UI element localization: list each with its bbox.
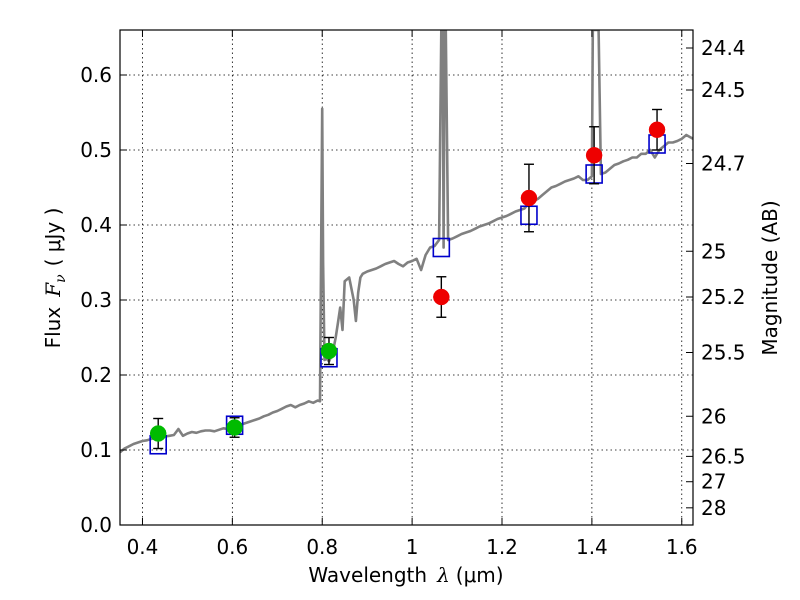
x-axis-title-text: Wavelength [308,563,427,587]
y2-tick-label: 24.5 [701,78,746,102]
tick-labels: 0.4 0.6 0.8 1 1.2 1.4 1.6 0.0 0.1 0.2 0.3 0.4 0.5 0.6… [80,36,745,559]
x-tick-label: 1.2 [486,535,518,559]
nir-point [520,189,538,207]
y2-tick-label: 25 [701,239,726,263]
y-axis-title-symbol: F [41,282,65,298]
x-tick-label: 0.4 [127,535,159,559]
y2-axis-title: Magnitude (AB) [758,200,782,355]
nir-point [648,121,666,138]
optical-point [226,419,243,436]
grid [120,30,693,526]
x-axis-title-symbol: λ [436,563,450,587]
y-tick-label: 0.5 [80,138,112,162]
optical-point [320,342,338,360]
y2-tick-label: 25.5 [701,341,746,365]
x-tick-label: 1.6 [666,535,698,559]
y-tick-label: 0.6 [80,63,112,87]
y-tick-label: 0.4 [80,213,112,237]
y2-tick-label: 26 [701,404,726,428]
y-tick-label: 0.3 [80,288,112,312]
y2-tick-label: 28 [701,496,726,520]
x-tick-label: 0.8 [306,535,338,559]
y-axis-title-text: Flux [41,307,65,349]
y2-tick-label: 27 [701,470,726,494]
x-axis-title-unit: (μm) [456,563,504,587]
y-tick-label: 0.0 [80,513,112,537]
y-tick-label: 0.2 [80,363,112,387]
y-axis-title-subscript: ν [53,274,69,283]
y2-tick-label: 26.5 [701,444,746,468]
optical-point [149,425,167,442]
y-tick-label: 0.1 [80,438,112,462]
y2-tick-label: 24.4 [701,36,746,60]
y-axis-title: Flux Fν ( μJy ) [41,208,69,349]
y-axis-title-unit: ( μJy ) [41,208,65,267]
x-tick-label: 0.6 [216,535,248,559]
x-tick-label: 1 [406,535,419,559]
nir-point [433,288,450,306]
model-flux-square [432,237,451,258]
x-axis-title: Wavelength λ (μm) [308,563,503,587]
plot-frame [119,29,694,526]
y2-tick-label: 24.7 [701,152,746,176]
tick-marks [120,30,693,526]
x-tick-label: 1.4 [576,535,608,559]
y2-tick-label: 25.2 [701,285,746,309]
data-layer [120,30,693,455]
model-spectrum-line [120,30,693,454]
nir-point [585,147,603,164]
